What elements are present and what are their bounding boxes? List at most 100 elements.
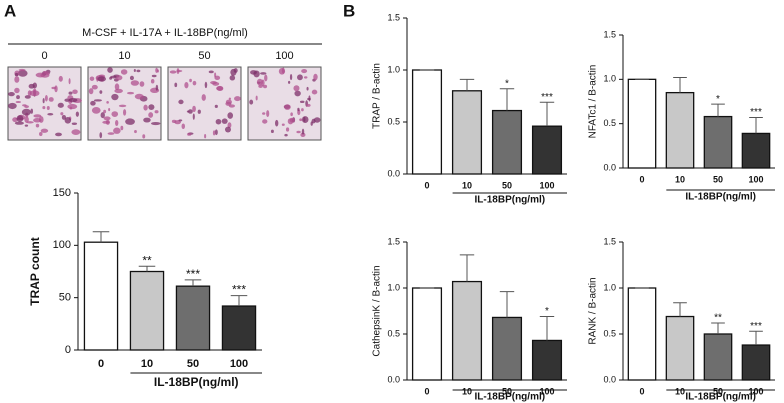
y-tick-label: 1.5 (603, 236, 616, 246)
y-tick-label: 0.5 (387, 328, 400, 338)
cell (155, 84, 159, 91)
cell (22, 104, 27, 107)
y-tick-label: 1.5 (603, 29, 616, 39)
x-tick-label: 0 (98, 358, 104, 370)
error-bar (749, 330, 763, 346)
x-tick-label: 50 (502, 180, 512, 190)
significance: *** (186, 267, 200, 281)
cell (289, 74, 293, 81)
significance: *** (750, 107, 762, 118)
cell (214, 129, 218, 136)
cell (93, 99, 102, 102)
cell (289, 117, 295, 123)
y-tick-label: 0 (65, 344, 71, 356)
y-tick-label: 50 (59, 292, 71, 304)
cell (57, 102, 64, 108)
cell (297, 107, 300, 112)
cell (270, 129, 274, 134)
x-axis-label: IL-18BP(ng/ml) (475, 195, 546, 206)
y-tick-label: 100 (53, 239, 71, 251)
x-axis-label: IL-18BP(ng/ml) (154, 375, 239, 389)
cell (148, 112, 154, 118)
cell (21, 108, 31, 116)
bar (491, 109, 523, 175)
cell (214, 104, 218, 109)
cell (68, 91, 73, 95)
cell (30, 108, 34, 114)
x-axis-label: IL-18BP(ng/ml) (685, 392, 756, 403)
cell (139, 81, 145, 87)
cell (214, 72, 217, 78)
cell (290, 112, 293, 117)
y-tick-label: 1.0 (603, 282, 616, 292)
cell (24, 116, 29, 123)
cell (60, 112, 64, 116)
cell (61, 114, 67, 120)
error-bar (673, 77, 687, 93)
cell (215, 118, 222, 125)
bar (411, 69, 443, 175)
cell (192, 105, 196, 113)
cell (204, 134, 207, 139)
y-axis-label: TRAP count (28, 237, 42, 305)
cell (262, 84, 268, 89)
cell (192, 80, 197, 86)
significance: *** (750, 321, 762, 332)
dose-label: 50 (198, 50, 210, 62)
cell (262, 119, 268, 124)
cell (47, 113, 54, 116)
cell (297, 74, 303, 81)
cell (303, 116, 306, 122)
error-bar (92, 231, 110, 243)
cell (68, 78, 71, 85)
x-tick-label: 10 (462, 386, 472, 396)
cell (75, 111, 79, 117)
micrograph-header: M-CSF + IL-17A + IL-18BP(ng/ml) (82, 27, 248, 39)
cell (42, 98, 45, 104)
cell (181, 123, 186, 130)
bar (531, 125, 563, 175)
cell (212, 130, 216, 136)
significance: * (716, 94, 720, 105)
cell (33, 118, 42, 123)
cell (129, 75, 134, 81)
cell (201, 94, 206, 101)
bar (83, 241, 119, 351)
cell (24, 95, 31, 99)
cell (186, 110, 190, 113)
panel-label: A (4, 1, 16, 20)
cell (301, 69, 308, 74)
cell (64, 117, 72, 124)
y-tick-label: 1.0 (603, 74, 616, 84)
cell (14, 87, 20, 94)
cell (133, 69, 136, 72)
cell (150, 78, 155, 84)
panel-label: B (343, 1, 355, 20)
significance: *** (541, 92, 553, 103)
significance: * (545, 306, 549, 317)
cell (313, 117, 321, 123)
cell (130, 80, 140, 86)
cell (15, 101, 21, 104)
cell (264, 74, 268, 82)
cell (174, 82, 178, 88)
bar (411, 287, 443, 381)
cell (313, 73, 318, 81)
cell (97, 76, 106, 82)
cell (299, 118, 303, 122)
bar (491, 316, 523, 381)
y-tick-label: 0.5 (387, 116, 400, 126)
y-tick-label: 0.0 (603, 374, 616, 384)
cell (266, 110, 270, 118)
cell (28, 83, 35, 89)
cell (44, 72, 51, 75)
cell (285, 127, 290, 132)
cell (255, 95, 258, 101)
error-bar (749, 116, 763, 134)
cell (188, 109, 193, 114)
cell (303, 76, 308, 79)
cell (136, 69, 141, 73)
cell (154, 110, 159, 114)
y-tick-label: 1.0 (387, 282, 400, 292)
cell (67, 103, 78, 110)
